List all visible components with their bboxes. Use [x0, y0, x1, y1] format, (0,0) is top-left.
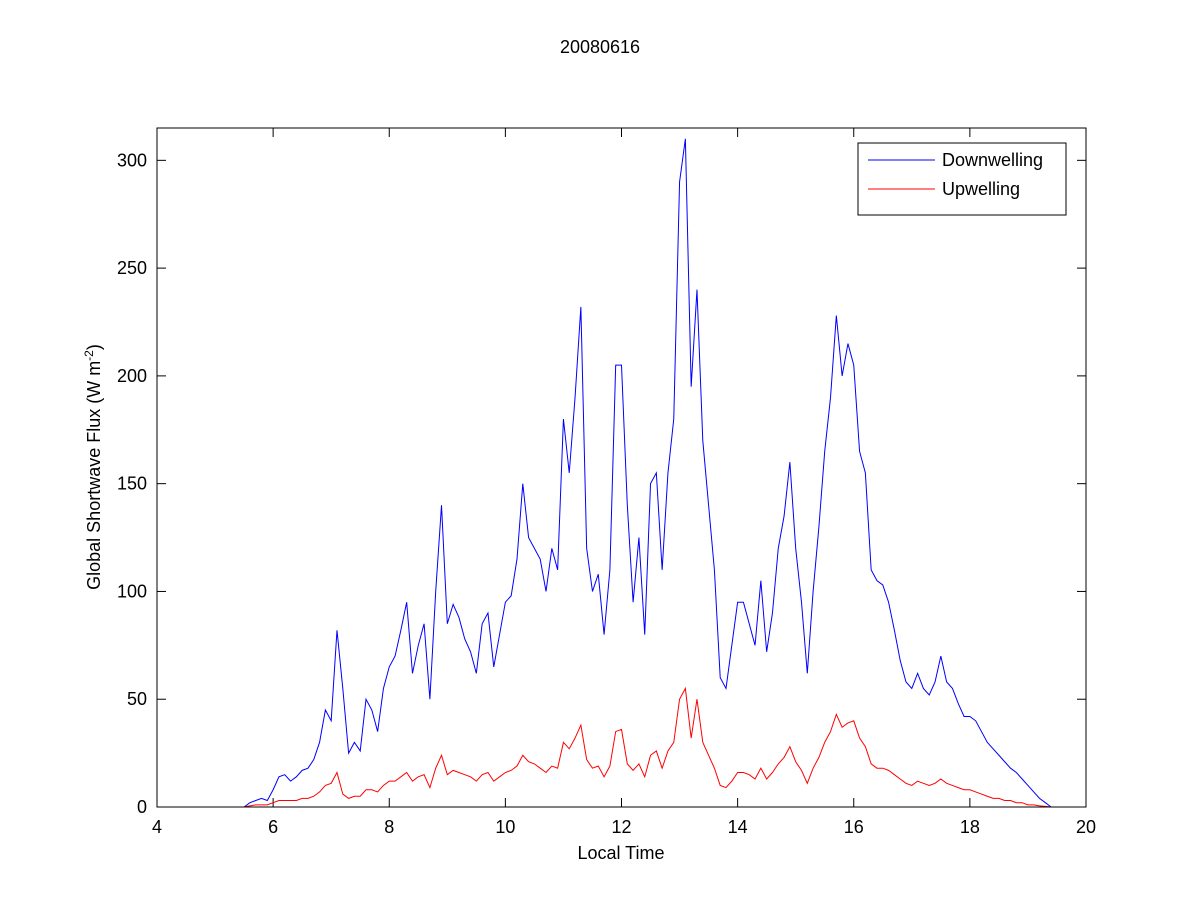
x-tick-label: 6: [268, 817, 278, 837]
x-axis-label: Local Time: [577, 843, 664, 863]
legend-box: [857, 142, 1067, 216]
series-line: [157, 686, 1052, 808]
y-tick-label: 100: [117, 581, 147, 601]
y-tick-label: 250: [117, 258, 147, 278]
y-tick-label: 200: [117, 366, 147, 386]
x-tick-label: 16: [844, 817, 864, 837]
y-axis-label-text: Global Shortwave Flux (W m: [84, 361, 104, 590]
y-tick-label: 0: [137, 797, 147, 817]
x-tick-label: 4: [152, 817, 162, 837]
chart-title: 20080616: [560, 37, 640, 57]
x-tick-label: 20: [1076, 817, 1096, 837]
y-axis-label: Global Shortwave Flux (W m-2): [82, 344, 104, 590]
y-axis-label-end: ): [84, 344, 104, 350]
y-axis-label-sup: -2: [82, 350, 96, 361]
legend-label: Downwelling: [942, 150, 1043, 170]
y-tick-label: 50: [127, 689, 147, 709]
y-tick-label: 300: [117, 150, 147, 170]
x-tick-label: 8: [384, 817, 394, 837]
x-tick-label: 18: [960, 817, 980, 837]
series-line: [157, 138, 1052, 808]
y-tick-label: 150: [117, 474, 147, 494]
legend-label: Upwelling: [942, 179, 1020, 199]
x-tick-label: 12: [611, 817, 631, 837]
x-tick-label: 14: [728, 817, 748, 837]
plot-frame: [156, 127, 1087, 808]
x-tick-label: 10: [495, 817, 515, 837]
